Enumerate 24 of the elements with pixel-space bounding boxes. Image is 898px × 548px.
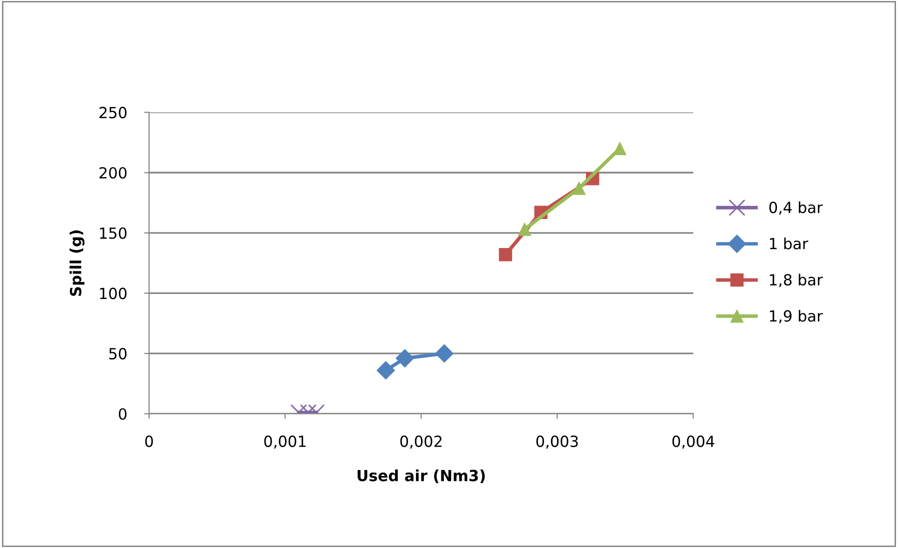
x-tick-label: 0,004 (672, 436, 714, 449)
point (376, 361, 395, 380)
y-tick-label: 150 (100, 227, 127, 239)
x-tick-label: 0 (145, 436, 153, 448)
point (613, 142, 626, 156)
legend-label: 0,4 bar (769, 201, 823, 215)
legend-label: 1,8 bar (770, 274, 823, 288)
x-axis-title: Used air (Nm3) (358, 470, 485, 484)
y-tick-label: 200 (100, 167, 127, 179)
point (435, 344, 454, 363)
x-tick-label: 0,003 (536, 436, 578, 449)
legend-label: 1,9 bar (770, 310, 823, 324)
point (572, 182, 586, 195)
point (396, 349, 414, 368)
y-tick-label: 50 (109, 348, 127, 360)
x-tick-label: 0,002 (400, 436, 442, 449)
y-tick-label: 250 (100, 106, 127, 118)
point (518, 222, 532, 236)
y-tick-label: 0 (118, 408, 127, 420)
point (498, 248, 512, 262)
x-tick-label: 0,001 (264, 436, 306, 449)
y-tick-label: 100 (100, 288, 127, 300)
legend-label: 1 bar (770, 238, 808, 250)
y-axis-title: Spill (g) (70, 230, 84, 296)
